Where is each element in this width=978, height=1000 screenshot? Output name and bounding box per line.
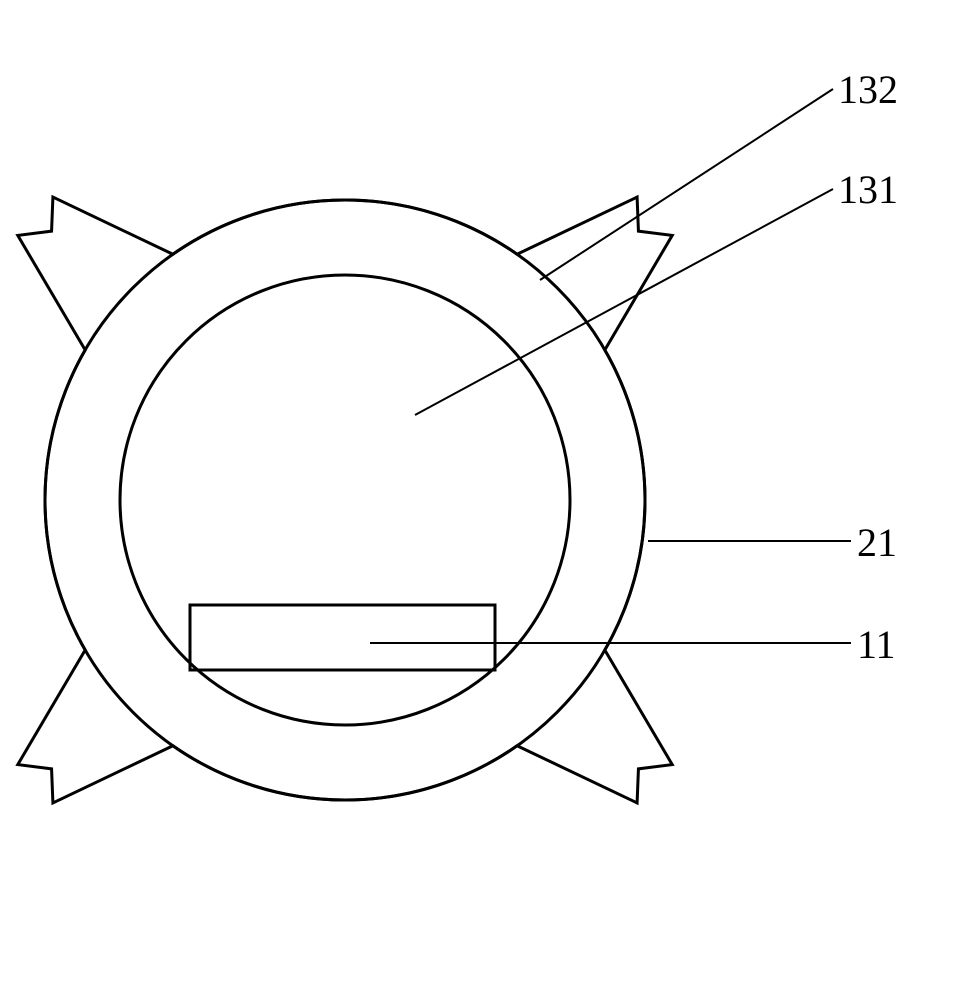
component-rectangle — [190, 605, 495, 670]
watch-case-outline — [18, 197, 672, 803]
label-131: 131 — [838, 170, 898, 210]
diagram-canvas: 132 131 21 11 — [0, 0, 978, 1000]
label-21: 21 — [857, 523, 897, 563]
label-11: 11 — [857, 625, 896, 665]
watch-diagram-svg — [0, 0, 978, 1000]
label-132: 132 — [838, 70, 898, 110]
leader-lines — [370, 89, 851, 643]
outer-bezel-circle — [45, 200, 645, 800]
leader-line-132 — [540, 89, 833, 280]
leader-line-131 — [415, 189, 833, 415]
inner-dial-circle — [120, 275, 570, 725]
